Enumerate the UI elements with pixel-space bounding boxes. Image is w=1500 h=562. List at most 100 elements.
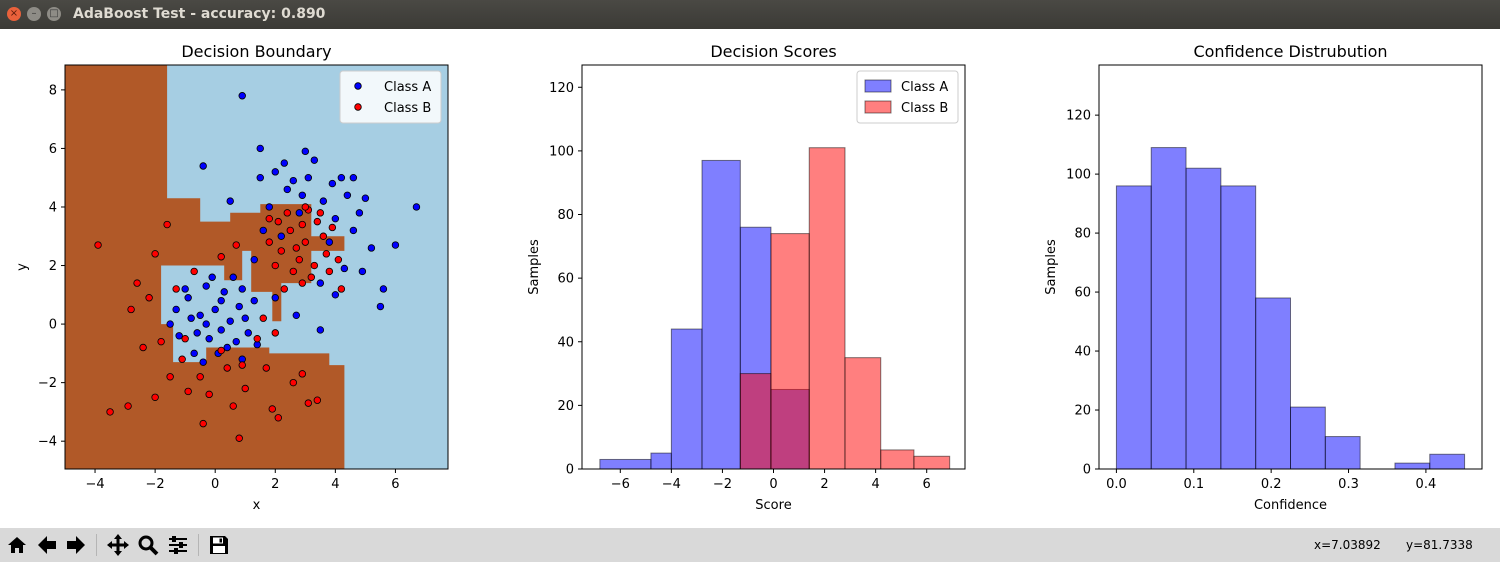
- y-axis-label: Samples: [527, 239, 542, 295]
- class-b-point: [301, 203, 310, 211]
- class-b-point: [106, 408, 114, 416]
- histogram-bar: [880, 449, 915, 470]
- class-a-point: [391, 241, 400, 249]
- pan-icon: [107, 534, 129, 556]
- class-b-point: [298, 220, 307, 229]
- class-a-point: [265, 203, 273, 211]
- class-b-point: [235, 434, 243, 442]
- class-a-point: [250, 255, 258, 264]
- x-tick-label: 0.0: [1106, 477, 1127, 492]
- class-a-point: [235, 302, 243, 311]
- home-button[interactable]: [3, 531, 31, 559]
- zoom-button[interactable]: [134, 531, 162, 559]
- x-tick-label: 0.2: [1261, 477, 1282, 492]
- class-a-point: [319, 197, 328, 205]
- cursor-y-readout: y=81.7338: [1406, 538, 1473, 552]
- legend-label: Class B: [901, 101, 948, 116]
- class-b-point: [304, 399, 313, 407]
- histogram-bar: [1115, 185, 1152, 470]
- class-b-point: [205, 390, 213, 399]
- class-a-point: [181, 285, 189, 293]
- class-a-point: [220, 288, 228, 296]
- class-a-point: [175, 332, 183, 340]
- histogram-bar: [701, 159, 741, 470]
- window-titlebar: × – □ AdaBoost Test - accuracy: 0.890: [0, 0, 1500, 29]
- legend-swatch: [864, 100, 892, 114]
- class-a-point: [229, 273, 237, 281]
- y-tick-label: 60: [1074, 286, 1091, 301]
- class-b-point: [307, 273, 316, 281]
- histogram-bar: [1324, 436, 1361, 470]
- class-a-point: [358, 267, 367, 276]
- figure-canvas[interactable]: −4 −2 0 2 4 6 −4 −2 0 2 4 6 8 Decision Boundary x y Clas…: [0, 29, 1500, 528]
- y-tick-label: 120: [549, 81, 574, 96]
- class-b-point: [217, 346, 225, 355]
- class-b-point: [301, 238, 310, 246]
- class-a-point: [316, 279, 325, 287]
- legend-swatch: [864, 79, 892, 93]
- class-b-point: [289, 267, 297, 276]
- class-b-point: [163, 220, 171, 229]
- class-b-point: [172, 285, 180, 293]
- class-b-point: [334, 255, 343, 264]
- histogram-bar: [739, 373, 772, 470]
- class-a-point: [256, 144, 264, 153]
- class-a-point: [292, 311, 301, 320]
- class-b-point: [127, 305, 135, 314]
- class-a-point: [340, 264, 349, 273]
- class-b-point: [283, 209, 291, 217]
- save-button[interactable]: [205, 531, 233, 559]
- class-b-point: [238, 361, 246, 369]
- class-a-point: [199, 162, 207, 170]
- maximize-window-button[interactable]: □: [47, 7, 61, 21]
- class-b-point: [319, 232, 328, 240]
- histogram-bar: [844, 357, 882, 470]
- legend: Class A Class B: [856, 70, 959, 124]
- legend-marker: [354, 103, 362, 111]
- class-b-point: [151, 393, 159, 401]
- class-a-point: [310, 156, 319, 164]
- histogram-bar: [1150, 147, 1187, 470]
- x-tick-label: 4: [331, 477, 339, 492]
- y-tick-label: −4: [38, 435, 57, 450]
- class-a-point: [304, 174, 313, 182]
- back-button[interactable]: [33, 531, 61, 559]
- class-b-point: [178, 355, 186, 363]
- x-tick-label: 6: [923, 477, 931, 492]
- class-a-point: [316, 326, 325, 334]
- close-window-button[interactable]: ×: [7, 7, 21, 21]
- class-b-point: [184, 387, 192, 396]
- class-b-point: [322, 250, 331, 258]
- class-b-point: [298, 279, 307, 287]
- class-a-point: [223, 343, 231, 352]
- class-b-point: [229, 402, 237, 410]
- class-b-point: [94, 241, 102, 249]
- class-a-point: [226, 197, 234, 205]
- x-tick-label: 2: [271, 477, 279, 492]
- legend-label: Class A: [901, 80, 948, 95]
- class-a-point: [166, 320, 174, 328]
- class-b-point: [223, 364, 231, 372]
- configure-subplots-button[interactable]: [164, 531, 192, 559]
- save-icon: [210, 536, 228, 554]
- class-a-point: [250, 296, 258, 305]
- y-axis-label: Samples: [1044, 239, 1059, 295]
- y-tick-label: −2: [38, 376, 57, 391]
- class-b-point: [316, 209, 325, 217]
- back-icon: [38, 536, 56, 554]
- class-a-point: [208, 273, 216, 281]
- class-b-point: [151, 250, 159, 258]
- class-b-point: [190, 267, 198, 276]
- class-b-point: [265, 214, 273, 223]
- chart-title: Confidence Distrubution: [1193, 42, 1387, 61]
- class-a-point: [301, 147, 310, 156]
- pan-button[interactable]: [104, 531, 132, 559]
- histogram-bar: [770, 233, 810, 470]
- x-tick-label: −4: [85, 477, 104, 492]
- home-icon: [8, 537, 26, 553]
- figure-svg: −4 −2 0 2 4 6 −4 −2 0 2 4 6 8 Decision Boundary x y Clas…: [15, 42, 1483, 513]
- class-b-point: [217, 253, 225, 261]
- minimize-window-button[interactable]: –: [27, 7, 41, 21]
- forward-button[interactable]: [62, 531, 90, 559]
- x-tick-label: −2: [146, 477, 165, 492]
